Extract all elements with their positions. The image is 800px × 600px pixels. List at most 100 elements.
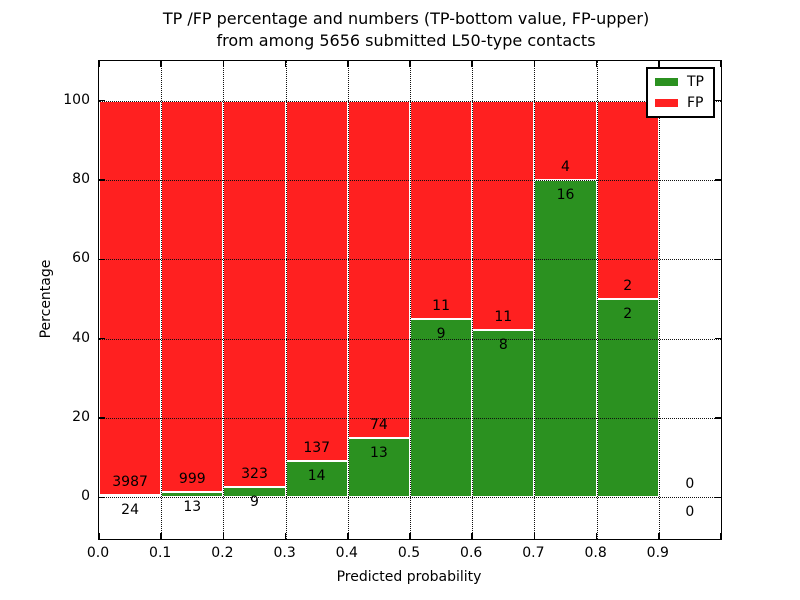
y-tick-mark: [715, 99, 721, 102]
x-tick-label: 0.7: [522, 545, 545, 561]
x-tick-label: 0.6: [460, 545, 483, 561]
x-gridline: [658, 61, 660, 539]
x-gridline: [347, 61, 349, 539]
x-tick-mark: [471, 61, 473, 67]
bar-fp-segment: [161, 100, 224, 493]
y-tick-mark: [99, 417, 105, 419]
bar-fp-segment: [347, 100, 410, 439]
x-tick-mark: [720, 533, 722, 539]
tp-swatch-icon: [655, 78, 678, 86]
legend-label-fp: FP: [687, 95, 704, 111]
x-tick-mark: [222, 61, 225, 67]
x-tick-label: 0.9: [646, 545, 669, 561]
x-tick-mark: [595, 61, 598, 67]
y-tick-mark: [715, 417, 721, 419]
x-gridline: [534, 61, 536, 539]
bar-tp-segment: [472, 330, 535, 498]
x-tick-mark: [160, 61, 162, 67]
x-tick-mark: [160, 533, 162, 539]
bar-fp-segment: [223, 100, 286, 487]
bar-tp-segment: [410, 318, 473, 498]
bar-fp-segment: [472, 100, 535, 331]
legend-entry-fp: FP: [655, 96, 704, 110]
fp-count-label: 3987: [112, 473, 148, 490]
y-tick-mark: [99, 337, 105, 340]
legend-label-tp: TP: [687, 74, 704, 90]
y-tick-label: 0: [81, 488, 90, 505]
x-tick-mark: [471, 533, 473, 539]
fp-swatch-icon: [655, 99, 678, 107]
x-tick-label: 0.0: [86, 545, 110, 561]
fp-count-label: 2: [623, 278, 633, 294]
fp-count-label: 137: [303, 439, 331, 456]
plot-area: 3987 24 999 13 323 9 137 14 74 13 11 9 11 8 4 16 2 2 0 0: [98, 60, 722, 540]
y-axis-label: Percentage: [38, 259, 54, 339]
tp-count-label: 24: [121, 501, 140, 518]
fp-count-label: 323: [241, 465, 268, 482]
x-tick-mark: [658, 61, 660, 67]
legend: TP FP: [646, 67, 715, 118]
x-tick-label: 0.8: [584, 545, 607, 561]
bar-fp-segment: [99, 100, 162, 495]
fp-count-label: 4: [561, 159, 570, 175]
x-tick-mark: [284, 533, 287, 539]
x-axis-label: Predicted probability: [336, 569, 482, 585]
y-tick-mark: [715, 258, 721, 261]
x-tick-mark: [595, 533, 598, 539]
y-tick-label: 80: [72, 171, 90, 187]
bar-fp-segment: [534, 100, 597, 180]
tp-count-label: 13: [183, 499, 202, 516]
legend-entry-tp: TP: [655, 75, 704, 89]
x-tick-mark: [658, 533, 660, 539]
tp-count-label: 13: [369, 445, 388, 462]
x-gridline: [223, 61, 225, 539]
x-gridline: [596, 61, 598, 539]
x-tick-mark: [98, 61, 100, 67]
x-tick-mark: [720, 61, 722, 67]
y-tick-mark: [715, 496, 721, 499]
tp-count-label: 16: [556, 187, 575, 203]
tp-count-label: 8: [498, 337, 508, 354]
x-gridline: [410, 61, 411, 539]
x-tick-label: 0.5: [397, 545, 421, 561]
tp-count-label: 0: [685, 504, 695, 521]
tp-count-label: 2: [623, 306, 633, 322]
x-tick-label: 0.4: [335, 545, 358, 561]
y-tick-mark: [715, 179, 721, 181]
x-tick-mark: [409, 61, 411, 67]
y-tick-mark: [99, 179, 105, 181]
tp-count-label: 9: [250, 493, 259, 510]
y-tick-label: 20: [72, 409, 90, 425]
x-tick-mark: [533, 61, 536, 67]
x-tick-mark: [284, 61, 287, 67]
x-tick-mark: [533, 533, 536, 539]
bar-tp-segment: [596, 299, 659, 498]
x-tick-mark: [222, 533, 225, 539]
x-gridline: [285, 61, 287, 539]
x-tick-mark: [98, 533, 100, 539]
y-tick-mark: [99, 258, 105, 261]
y-tick-mark: [99, 99, 105, 102]
bar-fp-segment: [285, 100, 348, 461]
x-gridline: [161, 61, 163, 539]
fp-count-label: 11: [432, 297, 451, 314]
fp-count-label: 74: [369, 417, 388, 434]
x-tick-label: 0.1: [149, 545, 172, 561]
x-gridline: [472, 61, 474, 539]
fp-count-label: 0: [685, 476, 695, 493]
x-tick-mark: [347, 533, 349, 539]
x-tick-label: 0.2: [211, 545, 234, 561]
x-tick-label: 0.3: [273, 545, 296, 561]
bar-fp-segment: [410, 100, 473, 319]
x-tick-mark: [409, 533, 411, 539]
y-tick-label: 100: [63, 91, 90, 108]
y-tick-label: 40: [72, 329, 90, 346]
bar-fp-segment: [596, 100, 659, 299]
y-tick-label: 60: [72, 250, 90, 267]
fp-count-label: 999: [178, 471, 206, 488]
fp-count-label: 11: [494, 309, 513, 326]
tp-count-label: 9: [436, 325, 446, 342]
bar-tp-segment: [99, 494, 162, 498]
tp-count-label: 14: [307, 467, 326, 484]
